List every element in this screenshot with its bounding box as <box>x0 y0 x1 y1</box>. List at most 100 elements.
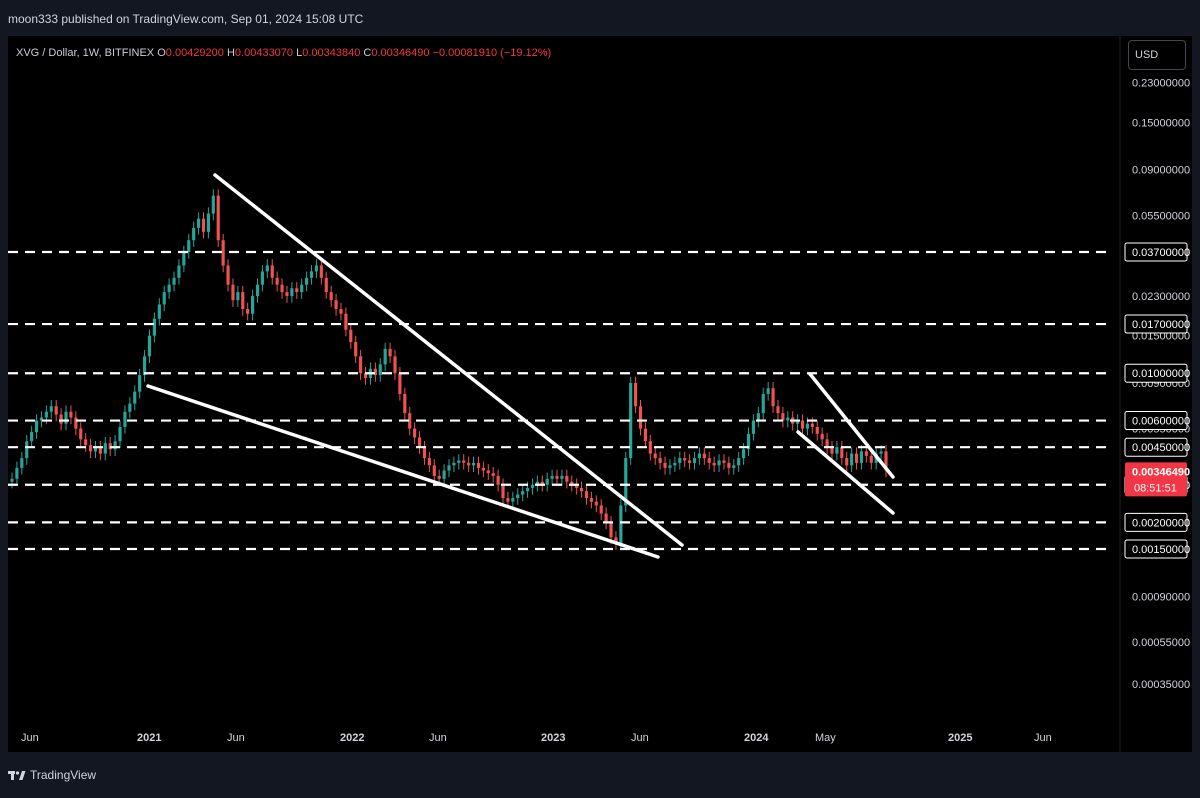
level-price-tag <box>1124 512 1188 532</box>
candle-body <box>786 417 790 421</box>
candle-body <box>413 428 417 438</box>
candle-body <box>604 513 608 523</box>
candle-body <box>300 284 304 293</box>
candle-body <box>172 277 176 285</box>
candle-body <box>457 460 461 463</box>
candle-body <box>717 460 721 466</box>
last-price-label: 0.00346490 <box>1132 466 1190 478</box>
x-axis-tick-label: 2023 <box>541 732 565 744</box>
x-axis-tick-label: Jun <box>21 732 39 744</box>
candle-body <box>481 467 485 471</box>
close-label: C <box>363 47 372 59</box>
candle-body <box>378 364 382 376</box>
candle-body <box>501 484 505 499</box>
candle-body <box>246 308 250 314</box>
x-axis-tick-label: Jun <box>429 732 447 744</box>
candle-body <box>486 470 490 474</box>
candle-body <box>555 475 559 479</box>
candle-body <box>624 458 628 506</box>
tradingview-logo[interactable]: TradingView <box>8 768 96 782</box>
candle-body <box>417 437 422 448</box>
candle-body <box>545 478 549 485</box>
candle-body <box>609 522 613 538</box>
x-axis-tick-label: Jun <box>1034 732 1052 744</box>
candle-body <box>633 382 638 407</box>
candle-body <box>359 356 363 374</box>
candle-body <box>594 501 598 506</box>
candle-body <box>658 458 662 463</box>
low-label: L <box>296 47 303 59</box>
x-axis-tick-label: May <box>815 732 836 744</box>
candle-body <box>840 447 844 459</box>
candle-body <box>835 447 839 454</box>
candle-body <box>589 498 593 502</box>
candle-body <box>275 277 279 285</box>
candle-body <box>334 300 338 309</box>
lower-channel-line <box>796 430 895 515</box>
candle-body <box>329 292 333 301</box>
candle-body <box>761 393 765 414</box>
level-price-label: 0.01700000 <box>1132 319 1190 331</box>
candle-body <box>167 284 171 293</box>
candle-body <box>727 462 731 468</box>
candle-body <box>34 420 39 433</box>
candle-body <box>859 451 864 463</box>
candle-body <box>854 453 859 463</box>
candle-body <box>231 284 235 301</box>
candle-body <box>216 195 220 241</box>
candle-body <box>305 277 309 285</box>
symbol-name[interactable]: XVG / Dollar, 1W, BITFINEX <box>16 47 155 59</box>
candle-body <box>869 455 873 463</box>
candle-body <box>756 413 760 421</box>
header-bar: moon333 published on TradingView.com, Se… <box>0 0 1200 36</box>
candle-body <box>550 475 554 479</box>
candle-body <box>535 481 539 485</box>
level-price-label: 0.00600000 <box>1132 416 1190 428</box>
lower-wedge-line <box>146 384 660 559</box>
level-price-label: 0.00150000 <box>1132 544 1190 556</box>
candle-body <box>103 443 107 454</box>
candle-body <box>142 356 147 376</box>
candle-body <box>570 481 574 485</box>
candle-body <box>884 451 888 471</box>
level-price-tag <box>1124 363 1188 383</box>
candle-body <box>678 458 682 463</box>
candle-body <box>309 271 314 278</box>
candle-body <box>629 382 633 459</box>
candle-body <box>344 313 348 330</box>
level-price-label: 0.00200000 <box>1132 517 1190 529</box>
publish-info: moon333 published on TradingView.com, Se… <box>8 12 364 26</box>
high-value: 0.00433070 <box>234 47 294 59</box>
candle-body <box>408 413 412 429</box>
candle-body <box>49 406 53 412</box>
candle-body <box>673 462 677 466</box>
candle-body <box>688 460 692 463</box>
y-axis-tick-label: 0.09000000 <box>1132 165 1190 177</box>
candle-body <box>825 439 829 448</box>
footer-bar <box>0 752 1200 798</box>
candle-body <box>722 460 726 463</box>
candle-body <box>388 348 392 357</box>
countdown-label: 08:51:51 <box>1134 482 1177 494</box>
upper-wedge-line <box>213 173 684 547</box>
low-value: 0.00343840 <box>302 47 361 59</box>
candle-body <box>123 411 127 427</box>
y-axis-tick-label: 0.00035000 <box>1132 679 1190 691</box>
candle-body <box>638 406 643 429</box>
candle-body <box>74 417 78 429</box>
candle-body <box>732 465 736 468</box>
close-value: 0.00346490 <box>371 47 430 59</box>
candle-body <box>187 240 191 252</box>
candle-body <box>462 460 466 463</box>
candle-body <box>879 451 883 454</box>
candle-body <box>128 403 132 412</box>
candle-body <box>59 414 63 424</box>
currency-button[interactable]: USD <box>1128 40 1186 70</box>
chart-area[interactable] <box>8 36 1192 752</box>
candle-body <box>452 462 456 466</box>
candle-body <box>383 348 387 365</box>
candle-body <box>265 265 269 272</box>
candle-body <box>44 411 48 418</box>
candle-body <box>599 505 603 514</box>
